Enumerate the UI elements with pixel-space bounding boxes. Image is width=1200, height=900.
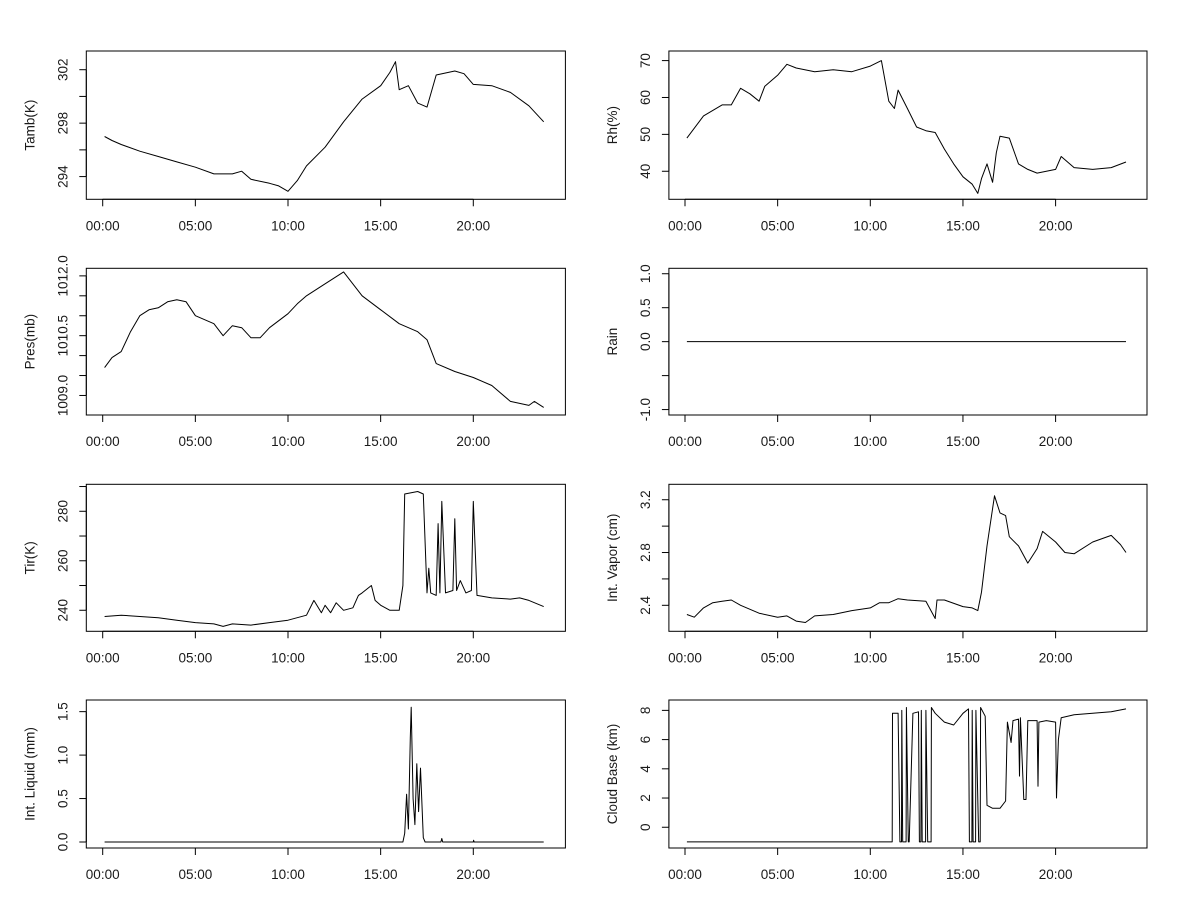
x-tick-label: 20:00 (1039, 650, 1073, 665)
y-tick-label: 1009.0 (55, 375, 70, 416)
y-tick-label: 2.4 (638, 595, 653, 614)
x-tick-label: 20:00 (456, 650, 490, 665)
y-tick-label: 8 (638, 707, 653, 715)
plot-frame (85, 267, 566, 416)
x-tick-label: 15:00 (946, 218, 980, 233)
x-tick-label: 00:00 (668, 218, 702, 233)
x-tick-label: 15:00 (364, 434, 398, 449)
y-tick-label: 280 (55, 500, 70, 523)
x-tick-label: 05:00 (178, 650, 212, 665)
x-tick-label: 05:00 (761, 434, 795, 449)
x-tick-label: 10:00 (271, 650, 305, 665)
y-tick-label: 1.0 (55, 746, 70, 765)
y-tick-label: 260 (55, 550, 70, 573)
x-tick-label: 10:00 (853, 650, 887, 665)
panel-tamb-k: 00:00 05:00 10:00 15:00 20:00 294 298 302 Tamb(K… (22, 50, 566, 233)
series-line (686, 707, 1127, 843)
x-tick-label: 15:00 (946, 867, 980, 882)
panel-int-vapor-cm: 00:00 05:00 10:00 15:00 20:00 2.4 2.8 3.2 Int. V… (605, 483, 1148, 665)
y-tick-label: 1010.5 (55, 315, 70, 356)
x-tick-label: 10:00 (271, 434, 305, 449)
panel-rain: 00:00 05:00 10:00 15:00 20:00 -1.0 0.0 0.5 1.0 Ra… (605, 264, 1148, 449)
x-tick-label: 00:00 (86, 867, 120, 882)
y-tick-label: 0.5 (55, 789, 70, 808)
y-axis-title: Int. Vapor (cm) (605, 514, 620, 602)
y-tick-label: 60 (638, 90, 653, 105)
x-tick-label: 05:00 (761, 218, 795, 233)
x-tick-label: 10:00 (271, 218, 305, 233)
panel-tir-k: 00:00 05:00 10:00 15:00 20:00 240 260 280 Tir(K) (22, 483, 566, 665)
x-tick-label: 05:00 (178, 867, 212, 882)
x-tick-label: 15:00 (364, 218, 398, 233)
y-tick-label: 1.0 (638, 264, 653, 283)
y-axis-title: Tir(K) (22, 541, 37, 574)
x-tick-label: 10:00 (271, 867, 305, 882)
x-tick-label: 20:00 (1039, 434, 1073, 449)
x-tick-label: 05:00 (761, 867, 795, 882)
y-axis-title: Tamb(K) (22, 100, 37, 151)
y-tick-label: 40 (638, 164, 653, 179)
y-axis-title: Cloud Base (km) (605, 724, 620, 825)
plot-frame (668, 483, 1148, 632)
y-tick-label: 6 (638, 736, 653, 744)
series-line (686, 495, 1127, 623)
x-tick-label: 00:00 (668, 867, 702, 882)
x-tick-label: 05:00 (178, 218, 212, 233)
y-tick-label: 50 (638, 127, 653, 142)
x-tick-label: 00:00 (668, 434, 702, 449)
y-tick-label: 0.0 (55, 833, 70, 852)
series-line (686, 60, 1127, 194)
panel-cloud-base-km: 00:00 05:00 10:00 15:00 20:00 0 2 4 6 8 Cloud Base… (605, 699, 1148, 882)
x-tick-label: 10:00 (853, 218, 887, 233)
plot-frame (668, 50, 1148, 200)
x-tick-label: 20:00 (1039, 218, 1073, 233)
panel-int-liquid-mm: 00:00 05:00 10:00 15:00 20:00 0.0 0.5 1.0 1.5 Int… (22, 699, 566, 882)
y-tick-label: 0.0 (638, 332, 653, 351)
x-tick-label: 20:00 (456, 434, 490, 449)
x-tick-label: 15:00 (364, 867, 398, 882)
x-tick-label: 10:00 (853, 434, 887, 449)
series-line (104, 271, 544, 408)
panel-rh: 00:00 05:00 10:00 15:00 20:00 40 50 60 70 Rh(%) (605, 50, 1148, 233)
x-tick-label: 00:00 (86, 218, 120, 233)
y-axis-title: Rh(%) (605, 106, 620, 144)
x-tick-label: 15:00 (364, 650, 398, 665)
y-tick-label: 4 (638, 765, 653, 773)
x-tick-label: 15:00 (946, 650, 980, 665)
x-tick-label: 15:00 (946, 434, 980, 449)
x-tick-label: 00:00 (86, 434, 120, 449)
x-tick-label: 10:00 (853, 867, 887, 882)
y-tick-label: 240 (55, 599, 70, 622)
y-axis-title: Int. Liquid (mm) (22, 727, 37, 821)
x-tick-label: 20:00 (456, 867, 490, 882)
panel-pres-mb: 00:00 05:00 10:00 15:00 20:00 1009.0 1010.5 101… (22, 255, 566, 449)
y-tick-label: 1012.0 (55, 255, 70, 296)
x-tick-label: 20:00 (1039, 867, 1073, 882)
y-tick-label: -1.0 (638, 398, 653, 421)
y-tick-label: 70 (638, 53, 653, 68)
y-tick-label: 0.5 (638, 298, 653, 317)
y-tick-label: 2 (638, 794, 653, 802)
plot-frame (85, 699, 566, 849)
x-tick-label: 20:00 (456, 218, 490, 233)
y-tick-label: 0 (638, 823, 653, 831)
series-line (104, 491, 544, 627)
y-tick-label: 294 (55, 165, 70, 188)
y-tick-label: 298 (55, 112, 70, 135)
y-tick-label: 3.2 (638, 490, 653, 509)
x-tick-label: 05:00 (178, 434, 212, 449)
y-tick-label: 2.8 (638, 543, 653, 562)
series-line (104, 61, 545, 192)
x-tick-label: 00:00 (86, 650, 120, 665)
plot-frame (85, 483, 566, 632)
x-tick-label: 05:00 (761, 650, 795, 665)
y-axis-title: Rain (605, 328, 620, 356)
series-line (104, 706, 544, 843)
y-axis-title: Pres(mb) (22, 314, 37, 370)
x-tick-label: 00:00 (668, 650, 702, 665)
y-tick-label: 302 (55, 58, 70, 81)
plot-frame (85, 50, 566, 200)
y-tick-label: 1.5 (55, 702, 70, 721)
